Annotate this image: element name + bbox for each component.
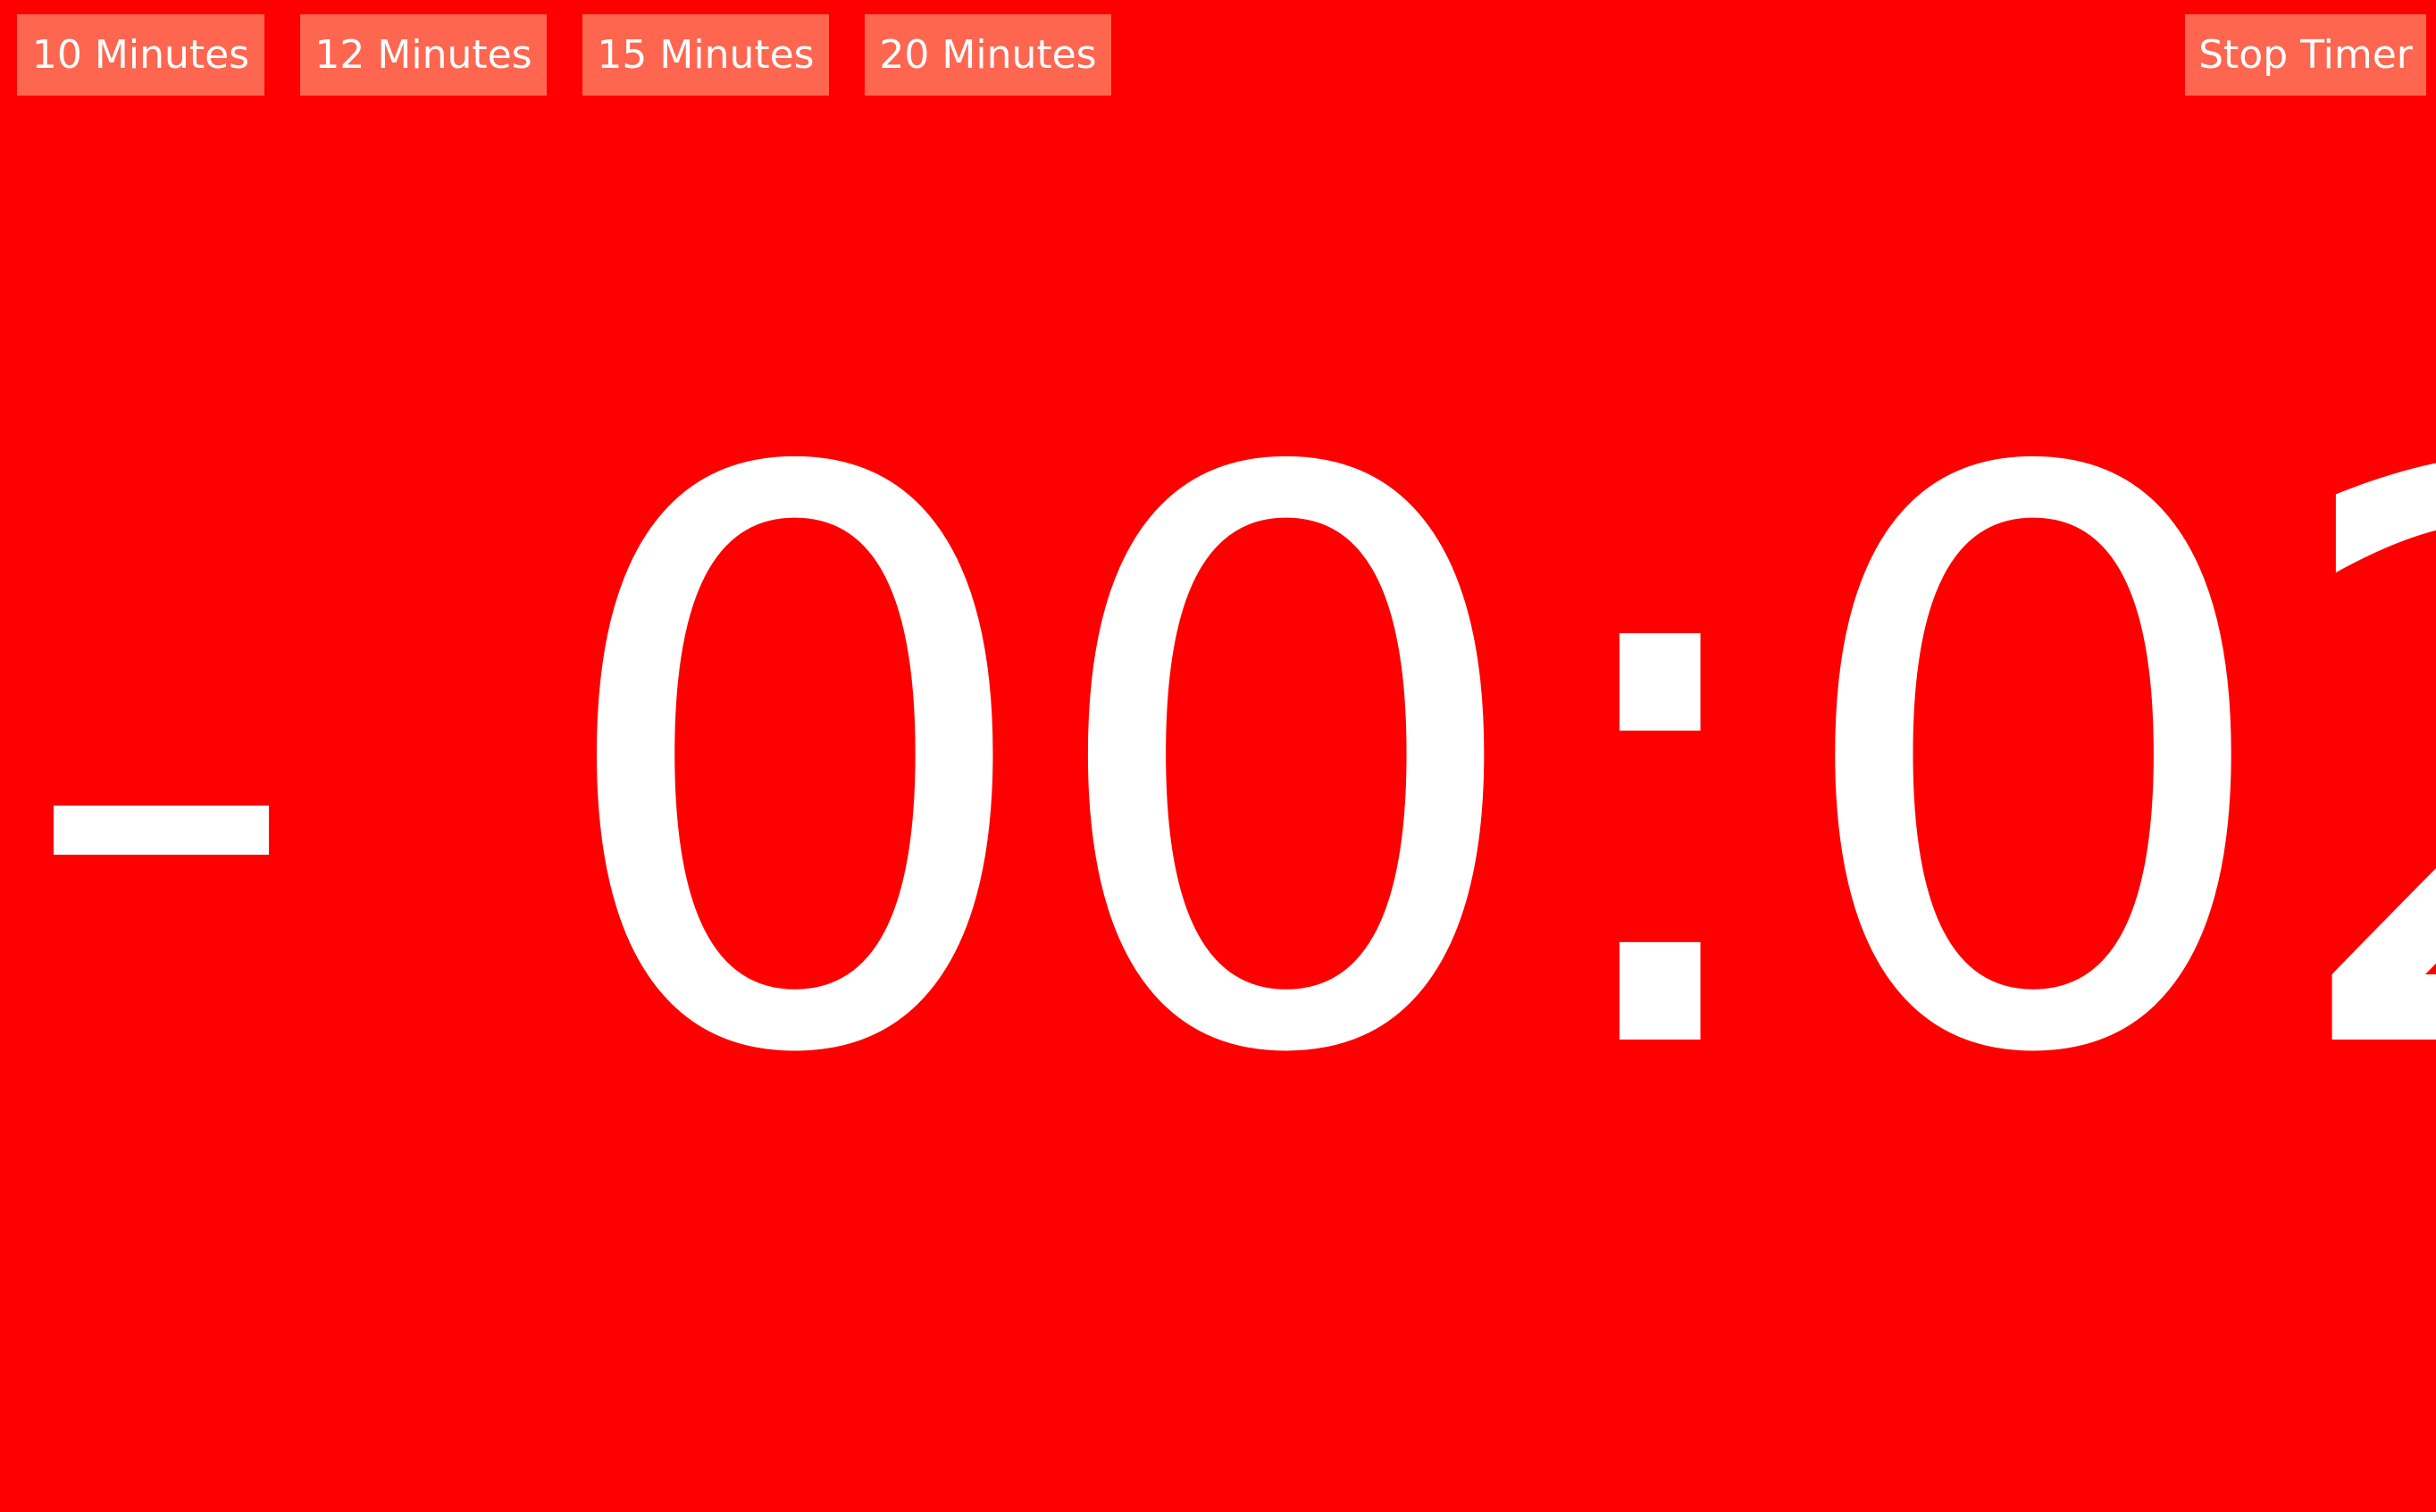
timer-readout: 00:02 <box>545 310 2436 1225</box>
timer-display: 00:02 <box>0 310 2436 1225</box>
negative-sign <box>54 806 269 855</box>
preset-15-minutes-button[interactable]: 15 Minutes <box>582 14 829 96</box>
preset-12-minutes-button[interactable]: 12 Minutes <box>300 14 547 96</box>
preset-20-minutes-button[interactable]: 20 Minutes <box>865 14 1111 96</box>
stop-timer-button[interactable]: Stop Timer <box>2185 14 2426 96</box>
preset-10-minutes-button[interactable]: 10 Minutes <box>17 14 264 96</box>
preset-toolbar: 10 Minutes 12 Minutes 15 Minutes 20 Minu… <box>0 0 2436 107</box>
